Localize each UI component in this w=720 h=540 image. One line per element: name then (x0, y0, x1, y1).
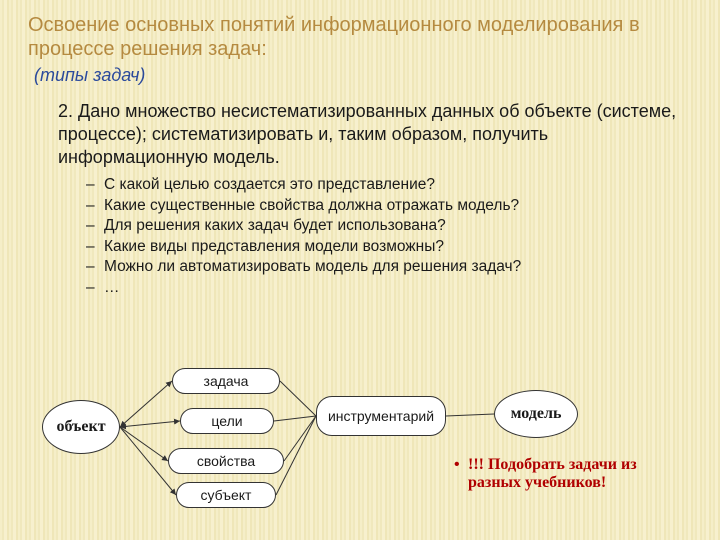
node-task: задача (172, 368, 280, 394)
node-object: объект (42, 400, 120, 454)
question-list: С какой целью создается это представлени… (28, 175, 692, 298)
list-item: Какие виды представления модели возможны… (104, 237, 692, 257)
node-props: свойства (168, 448, 284, 474)
page-subtitle: (типы задач) (28, 65, 692, 86)
page-title: Освоение основных понятий информационног… (28, 14, 692, 61)
callout-bullet-icon: • (454, 456, 460, 474)
diagram-edges (0, 360, 720, 540)
list-item: Можно ли автоматизировать модель для реш… (104, 257, 692, 277)
list-item: Для решения каких задач будет использова… (104, 216, 692, 236)
list-item: Какие существенные свойства должна отраж… (104, 196, 692, 216)
node-goals: цели (180, 408, 274, 434)
task-paragraph: 2. Дано множество несистематизированных … (28, 100, 692, 169)
list-item: … (104, 278, 692, 298)
node-instr: инструментарий (316, 396, 446, 436)
node-subj: субъект (176, 482, 276, 508)
task-text: Дано множество несистематизированных дан… (58, 101, 676, 167)
node-model: модель (494, 390, 578, 438)
concept-diagram: объект задача цели свойства субъект инструмен… (0, 360, 720, 540)
task-number: 2. (58, 101, 73, 121)
list-item: С какой целью создается это представлени… (104, 175, 692, 195)
callout-text: !!! Подобрать задачи из разных учебников… (468, 456, 668, 493)
